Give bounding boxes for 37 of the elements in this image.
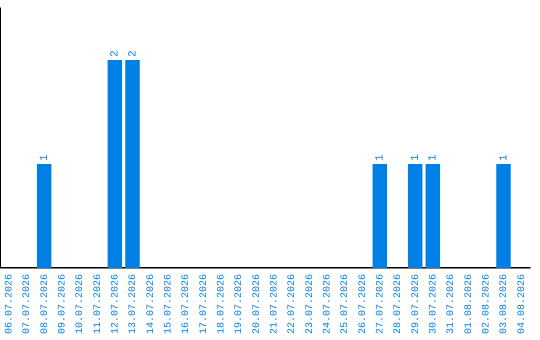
x-tick-label: 07.07.2026 bbox=[22, 274, 34, 334]
data-label: 1 bbox=[410, 154, 422, 161]
x-tick-label: 26.07.2026 bbox=[358, 274, 369, 334]
data-label: 1 bbox=[428, 154, 440, 161]
x-tick-label: 24.07.2026 bbox=[322, 274, 334, 334]
x-tick-label: 30.07.2026 bbox=[428, 274, 440, 334]
data-label: 1 bbox=[39, 154, 52, 161]
x-tick-label: 11.07.2026 bbox=[92, 274, 104, 334]
x-tick-label: 09.07.2026 bbox=[57, 274, 68, 334]
x-tick-label: 28.07.2026 bbox=[393, 274, 404, 334]
data-label: 1 bbox=[498, 154, 510, 161]
x-tick-label: 15.07.2026 bbox=[163, 274, 174, 334]
x-tick-label: 31.07.2026 bbox=[446, 274, 458, 334]
data-label: 1 bbox=[374, 154, 387, 161]
x-tick-label: 06.07.2026 bbox=[4, 274, 16, 334]
data-label: 2 bbox=[127, 50, 140, 57]
x-tick-label: 04.08.2026 bbox=[516, 274, 528, 334]
x-tick-label: 18.07.2026 bbox=[216, 274, 228, 334]
x-tick-label: 22.07.2026 bbox=[287, 274, 298, 334]
x-tick-label: 21.07.2026 bbox=[269, 274, 280, 334]
data-label: 2 bbox=[110, 50, 122, 57]
x-tick-label: 27.07.2026 bbox=[375, 274, 386, 334]
x-tick-label: 10.07.2026 bbox=[75, 274, 86, 334]
x-tick-label: 17.07.2026 bbox=[198, 274, 210, 334]
x-tick-label: 29.07.2026 bbox=[410, 274, 422, 334]
x-tick-label: 01.08.2026 bbox=[464, 274, 475, 334]
x-tick-label: 08.07.2026 bbox=[40, 274, 51, 334]
x-tick-label: 12.07.2026 bbox=[110, 274, 122, 334]
x-tick-label: 16.07.2026 bbox=[181, 274, 192, 334]
x-tick-label: 23.07.2026 bbox=[304, 274, 316, 334]
x-tick-label: 13.07.2026 bbox=[128, 274, 140, 334]
x-tick-label: 20.07.2026 bbox=[252, 274, 263, 334]
x-tick-label: 03.08.2026 bbox=[499, 274, 510, 334]
x-tick-label: 02.08.2026 bbox=[481, 274, 492, 334]
x-tick-label: 25.07.2026 bbox=[340, 274, 352, 334]
x-tick-label: 14.07.2026 bbox=[146, 274, 157, 334]
x-tick-label: 19.07.2026 bbox=[234, 274, 246, 334]
